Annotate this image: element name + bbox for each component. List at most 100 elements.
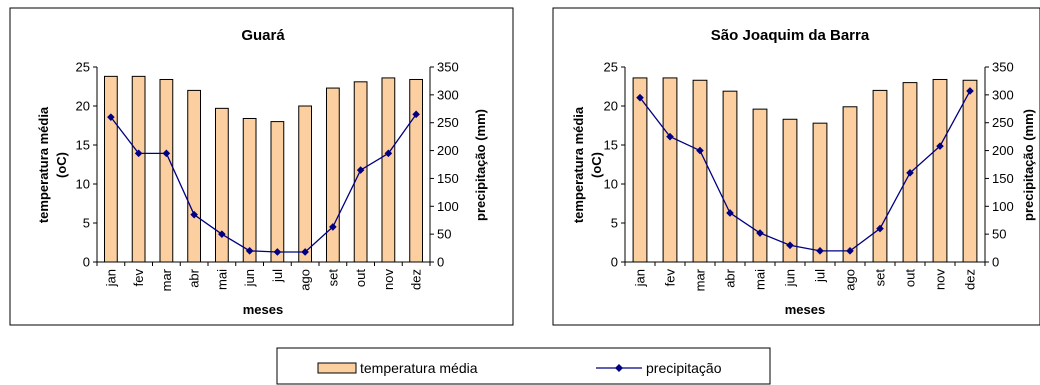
- x-tick-label-fev: fev: [663, 269, 678, 287]
- x-tick-label-jan: jan: [103, 269, 118, 287]
- y-tick-label: 25: [76, 60, 90, 75]
- x-tick-label-jan: jan: [633, 269, 648, 287]
- point-fev: [134, 149, 143, 158]
- y-tick-label: 20: [76, 99, 90, 114]
- x-tick-label-dez: dez: [409, 269, 424, 290]
- y2-tick-label: 350: [437, 60, 459, 75]
- point-jan: [107, 113, 115, 121]
- y-tick-label: 25: [604, 60, 618, 75]
- point-dez: [412, 110, 420, 119]
- x-tick-label-set: set: [325, 269, 340, 287]
- x-tick-label-mar: mar: [159, 268, 174, 291]
- bar-nov: [932, 78, 948, 263]
- x-tick-label-ago: ago: [843, 269, 858, 291]
- bar-jun: [782, 118, 798, 263]
- bar-mar: [159, 78, 174, 263]
- point-set: [329, 223, 337, 231]
- legend-line-marker: [615, 364, 623, 372]
- bar-dez: [962, 79, 978, 263]
- x-tick-label-ago: ago: [298, 269, 313, 291]
- x-tick-label-dez: dez: [963, 269, 978, 290]
- y2-axis-label: precipitação (mm): [473, 109, 488, 221]
- x-tick-label-abr: abr: [723, 268, 738, 287]
- legend-label-precipitacao: precipitação: [646, 360, 722, 376]
- y2-tick-label: 350: [992, 60, 1014, 75]
- point-set: [876, 224, 884, 233]
- bar-mar: [692, 79, 708, 263]
- chart-title: Guará: [241, 27, 285, 44]
- x-tick-label-fev: fev: [131, 269, 146, 287]
- y-tick-label: 15: [76, 138, 90, 153]
- legend-frame: [276, 347, 771, 385]
- y-tick-label: 0: [611, 255, 618, 270]
- y2-tick-label: 250: [992, 115, 1014, 130]
- line-series: [107, 110, 420, 256]
- bar-series: [103, 75, 424, 263]
- point-jul: [816, 247, 824, 255]
- chart-title: São Joaquim da Barra: [711, 27, 870, 44]
- precipitation-line: [639, 90, 971, 252]
- point-ago: [301, 248, 309, 256]
- bar-mai: [214, 107, 229, 263]
- y2-tick-label: 300: [992, 87, 1014, 102]
- point-jul: [273, 248, 282, 256]
- bar-ago: [298, 105, 313, 263]
- point-out: [356, 166, 365, 174]
- precipitation-line: [110, 113, 417, 253]
- bar-fev: [131, 75, 146, 263]
- y-tick-label: 15: [604, 138, 618, 153]
- x-axis-label: meses: [785, 302, 825, 317]
- y-tick-label: 20: [604, 99, 618, 114]
- point-ago: [846, 247, 854, 255]
- y-axis-label: temperatura média: [36, 106, 51, 223]
- point-nov: [936, 142, 944, 150]
- bar-fev: [662, 77, 678, 263]
- panel-frame: [9, 7, 514, 326]
- line-series: [636, 87, 974, 255]
- x-tick-label-mar: mar: [693, 268, 708, 291]
- bar-nov: [381, 77, 396, 263]
- y2-tick-label: 50: [437, 227, 451, 242]
- bar-abr: [722, 90, 738, 263]
- y2-axis-label: precipitação (mm): [1021, 109, 1036, 221]
- bar-jan: [103, 75, 118, 263]
- y2-tick-label: 200: [437, 143, 459, 158]
- point-fev: [666, 132, 674, 141]
- x-tick-label-nov: nov: [381, 269, 396, 290]
- point-out: [906, 169, 914, 177]
- point-mar: [696, 146, 704, 155]
- point-jan: [636, 93, 644, 102]
- bar-abr: [187, 89, 202, 263]
- legend-label-temperatura: temperatura média: [360, 360, 478, 376]
- point-mai: [756, 229, 764, 237]
- point-abr: [190, 210, 198, 219]
- x-tick-label-nov: nov: [933, 269, 948, 290]
- x-tick-label-set: set: [873, 269, 888, 287]
- legend-bar-swatch: [317, 362, 357, 374]
- y2-tick-label: 150: [992, 171, 1014, 186]
- bar-ago: [842, 106, 858, 263]
- bar-mai: [752, 108, 768, 263]
- bar-set: [872, 89, 888, 263]
- point-jun: [786, 241, 794, 250]
- bar-dez: [409, 78, 424, 263]
- y2-tick-label: 100: [992, 199, 1014, 214]
- x-tick-label-abr: abr: [187, 268, 202, 287]
- x-tick-label-out: out: [353, 269, 368, 287]
- y2-tick-label: 250: [437, 115, 459, 130]
- y2-tick-label: 150: [437, 171, 459, 186]
- y-axis-label-unit: (oC): [589, 152, 604, 178]
- x-axis-label: meses: [243, 302, 283, 317]
- x-tick-label-jul: jul: [813, 269, 828, 283]
- y-tick-label: 5: [83, 216, 90, 231]
- y2-tick-label: 300: [437, 87, 459, 102]
- y-tick-label: 10: [604, 177, 618, 192]
- point-mai: [218, 230, 226, 238]
- x-tick-label-jun: jun: [783, 269, 798, 287]
- bar-set: [325, 87, 340, 263]
- y2-tick-label: 0: [437, 255, 444, 270]
- point-jun: [245, 247, 254, 255]
- chart-panel-2: São Joaquim da Barra05101520250501001502…: [552, 7, 1040, 326]
- y-axis-label-unit: (oC): [54, 152, 69, 178]
